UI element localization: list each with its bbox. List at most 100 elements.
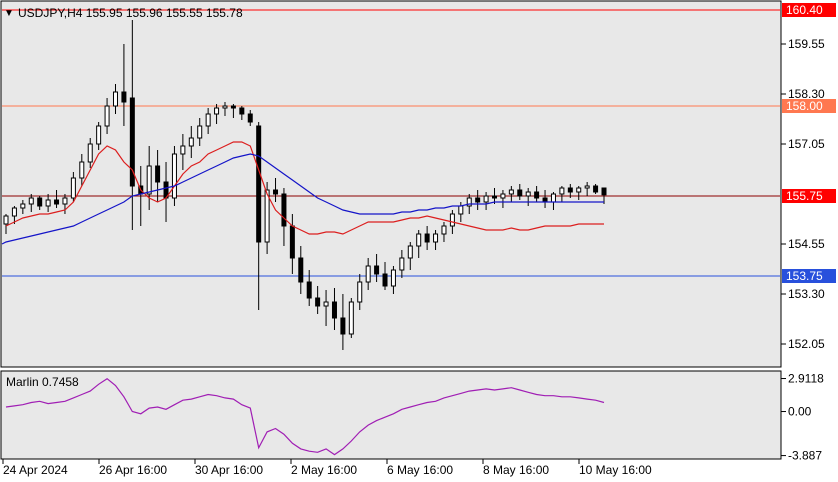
candle-body <box>11 207 17 217</box>
candle-body <box>416 233 422 247</box>
candle-body <box>79 161 85 179</box>
indicator-panel: 2.9118 0.00 -3.887 <box>5 372 824 463</box>
price-tick-label: 154.55 <box>788 237 825 251</box>
header-arrow-icon[interactable]: ▼ <box>4 8 14 19</box>
symbol-header: USDJPY,H4 155.95 155.96 155.55 155.78 <box>18 6 243 20</box>
candle-body <box>433 233 439 243</box>
candle-body <box>188 137 194 147</box>
candle-body <box>458 205 464 215</box>
candle-body <box>197 125 203 139</box>
time-tick-label: 26 Apr 16:00 <box>99 463 167 477</box>
candle-body <box>399 257 405 271</box>
indicator-tick-label: 0.00 <box>788 405 812 419</box>
candle-body <box>449 213 455 227</box>
candle-body <box>483 195 489 203</box>
candle-body <box>331 301 337 319</box>
candle-body <box>70 177 76 199</box>
candle-body <box>315 297 321 307</box>
candle-body <box>171 153 177 199</box>
candle-body <box>112 91 118 107</box>
candle-body <box>62 197 68 205</box>
indicator-tick-label: -3.887 <box>788 449 822 463</box>
candle-body <box>534 191 540 199</box>
candle-body <box>357 281 363 303</box>
candlesticks <box>3 20 607 350</box>
candle-body <box>424 233 430 243</box>
level-label: 160.40 <box>786 3 823 17</box>
time-axis: 24 Apr 2024 26 Apr 16:00 30 Apr 16:00 2 May… <box>2 459 652 477</box>
candle-body <box>382 273 388 287</box>
marlin-oscillator-line <box>5 377 605 456</box>
candle-body <box>441 225 447 235</box>
price-tick-label: 159.55 <box>788 37 825 51</box>
price-tick-label: 157.05 <box>788 137 825 151</box>
candle-body <box>407 245 413 259</box>
price-tick-label: 152.05 <box>788 337 825 351</box>
candle-body <box>222 105 228 109</box>
candle-body <box>129 97 135 187</box>
candle-body <box>289 225 295 259</box>
level-label: 153.75 <box>786 269 823 283</box>
candle-body <box>492 195 498 199</box>
candle-body <box>3 215 9 225</box>
candle-body <box>20 203 26 209</box>
candle-body <box>298 257 304 283</box>
candle-body <box>348 301 354 335</box>
level-tag <box>782 189 836 203</box>
main-plot-area[interactable] <box>0 0 782 368</box>
candle-body <box>247 113 253 123</box>
time-tick-label: 10 May 16:00 <box>579 463 652 477</box>
candle-body <box>525 191 531 197</box>
candle-body <box>374 265 380 275</box>
candle-body <box>508 189 514 195</box>
level-tag <box>782 269 836 283</box>
blue-ma-line <box>1 153 604 245</box>
horizontal-levels: 160.40 158.00 155.75 153.75 <box>2 3 836 283</box>
candle-body <box>584 185 590 189</box>
candle-body <box>323 301 329 307</box>
level-tag <box>782 99 836 113</box>
candle-body <box>390 269 396 287</box>
price-tick-label: 153.30 <box>788 287 825 301</box>
candle-body <box>365 265 371 283</box>
candle-body <box>567 187 573 193</box>
candle-body <box>239 107 245 115</box>
candle-body <box>54 199 60 205</box>
candle-body <box>475 197 481 203</box>
level-tag <box>782 3 836 17</box>
time-tick-label: 8 May 16:00 <box>483 463 549 477</box>
moving-averages <box>1 141 604 245</box>
candle-body <box>214 107 220 115</box>
candle-body <box>340 317 346 335</box>
candle-body <box>593 185 599 193</box>
level-label: 158.00 <box>786 99 823 113</box>
candle-body <box>87 143 93 163</box>
time-tick-label: 30 Apr 16:00 <box>195 463 263 477</box>
candle-body <box>517 189 523 197</box>
time-tick-label: 6 May 16:00 <box>387 463 453 477</box>
candle-body <box>466 197 472 207</box>
candle-body <box>576 187 582 193</box>
candle-body <box>146 165 152 195</box>
candle-body <box>180 145 186 155</box>
candle-body <box>500 193 506 199</box>
candle-body <box>306 281 312 299</box>
candle-body <box>601 187 607 196</box>
candle-body <box>28 197 34 205</box>
candle-body <box>550 193 556 203</box>
candle-body <box>230 105 236 109</box>
indicator-tick-label: 2.9118 <box>788 372 824 386</box>
candle-body <box>104 105 110 127</box>
candle-body <box>45 199 51 207</box>
time-tick-label: 24 Apr 2024 <box>3 463 68 477</box>
price-tick-label: 158.30 <box>788 87 825 101</box>
candle-body <box>96 125 102 145</box>
candle-body <box>264 189 270 243</box>
indicator-name: Marlin 0.7458 <box>6 375 79 389</box>
candle-body <box>155 165 161 183</box>
candle-body <box>256 125 262 243</box>
candle-body <box>559 187 565 195</box>
red-ma-line <box>5 141 604 235</box>
candle-body <box>37 197 43 207</box>
